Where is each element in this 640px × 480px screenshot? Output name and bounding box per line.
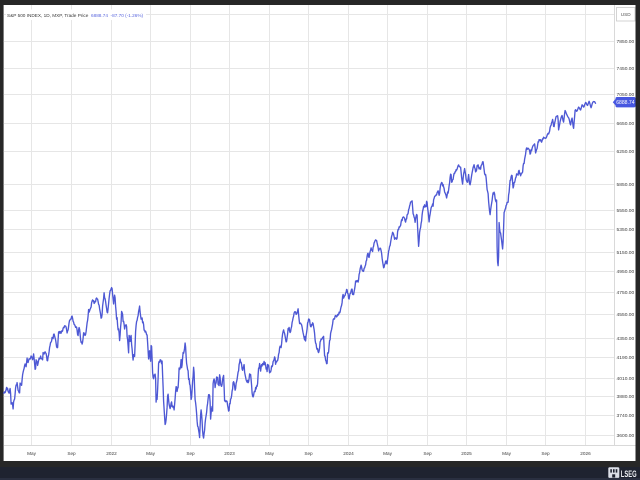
svg-text:S&P 500 INDEX, 1D, MXP, Trade: S&P 500 INDEX, 1D, MXP, Trade Price 6888… <box>7 13 144 18</box>
svg-text:Sep: Sep <box>186 451 195 456</box>
svg-text:Sep: Sep <box>304 451 313 456</box>
svg-text:3600.00: 3600.00 <box>617 433 635 439</box>
svg-text:Sep: Sep <box>541 451 550 456</box>
svg-text:6888.74: 6888.74 <box>616 100 635 106</box>
svg-text:6250.00: 6250.00 <box>617 149 635 155</box>
svg-text:7450.00: 7450.00 <box>617 66 635 72</box>
svg-text:5550.00: 5550.00 <box>617 208 635 214</box>
svg-text:3880.00: 3880.00 <box>617 394 635 400</box>
svg-text:May: May <box>27 451 37 456</box>
svg-text:5150.00: 5150.00 <box>617 250 635 256</box>
svg-text:2023: 2023 <box>224 451 235 456</box>
svg-text:4750.00: 4750.00 <box>617 290 635 296</box>
svg-text:May: May <box>383 451 393 456</box>
svg-text:7850.00: 7850.00 <box>617 39 635 45</box>
svg-text:5350.00: 5350.00 <box>617 227 635 233</box>
svg-text:6650.00: 6650.00 <box>617 121 635 127</box>
svg-text:4010.00: 4010.00 <box>617 376 635 382</box>
svg-text:3740.00: 3740.00 <box>617 413 635 419</box>
svg-text:2024: 2024 <box>343 451 354 456</box>
svg-text:May: May <box>265 451 275 456</box>
svg-text:May: May <box>502 451 512 456</box>
svg-text:7050.00: 7050.00 <box>617 92 635 98</box>
svg-text:5850.00: 5850.00 <box>617 182 635 188</box>
svg-text:USD: USD <box>621 12 632 17</box>
svg-text:4950.00: 4950.00 <box>617 269 635 275</box>
svg-text:4190.00: 4190.00 <box>617 355 635 361</box>
svg-text:May: May <box>146 451 156 456</box>
svg-text:2025: 2025 <box>461 451 472 456</box>
svg-text:2022: 2022 <box>106 451 117 456</box>
svg-text:LSEG: LSEG <box>621 468 637 479</box>
svg-text:Sep: Sep <box>67 451 76 456</box>
svg-text:4350.00: 4350.00 <box>617 336 635 342</box>
svg-text:4550.00: 4550.00 <box>617 312 635 318</box>
svg-text:2026: 2026 <box>580 451 591 456</box>
svg-text:Sep: Sep <box>423 451 432 456</box>
